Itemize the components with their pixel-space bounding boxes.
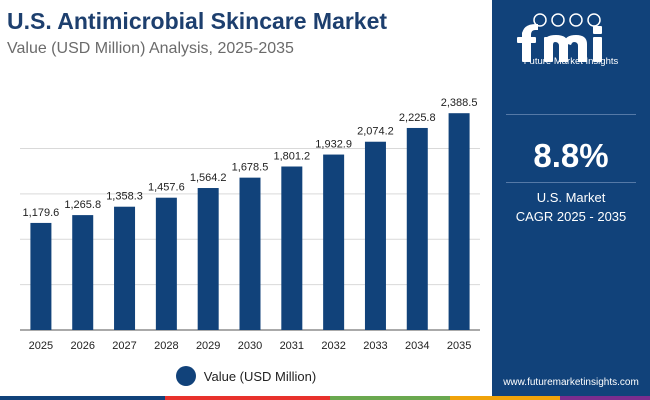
- cagr-market-label: U.S. Market: [536, 190, 606, 205]
- bar-2028: [155, 197, 177, 330]
- strip-segment-navy: [0, 396, 165, 400]
- chart-legend: Value (USD Million): [0, 366, 492, 386]
- x-tick-label-2026: 2026: [70, 340, 94, 352]
- strip-segment-orange: [450, 396, 560, 400]
- x-tick-label-2032: 2032: [321, 340, 345, 352]
- strip-segment-green: [330, 396, 450, 400]
- data-label-2028: 1,457.6: [148, 182, 185, 194]
- chart-subtitle: Value (USD Million) Analysis, 2025-2035: [7, 40, 294, 57]
- x-tick-label-2033: 2033: [363, 340, 387, 352]
- x-tick-label-2028: 2028: [154, 340, 178, 352]
- bar-chart: 1,179.6 2025 1,265.8 2026 1,358.3 2027 1,457.6…: [0, 80, 492, 400]
- x-tick-label-2030: 2030: [238, 340, 262, 352]
- x-tick-label-2025: 2025: [29, 340, 53, 352]
- bar-2025: [30, 222, 52, 330]
- website-link[interactable]: www.futuremarketinsights.com: [503, 377, 639, 388]
- legend-label: Value (USD Million): [203, 368, 317, 384]
- x-tick-label-2027: 2027: [112, 340, 136, 352]
- bar-2030: [239, 177, 261, 330]
- divider-top: [506, 114, 636, 115]
- cagr-value: 8.8%: [533, 137, 609, 174]
- logo-text: Future Market Insights: [523, 56, 619, 67]
- chart-title: U.S. Antimicrobial Skincare Market: [7, 8, 388, 34]
- data-label-2032: 1,932.9: [315, 139, 352, 151]
- bar-chart-svg: 1,179.6 2025 1,265.8 2026 1,358.3 2027 1,457.6…: [20, 97, 480, 352]
- x-tick-label-2035: 2035: [447, 340, 471, 352]
- data-label-2029: 1,564.2: [190, 172, 227, 184]
- x-tick-label-2031: 2031: [280, 340, 304, 352]
- x-tick-label-2034: 2034: [405, 340, 429, 352]
- legend-swatch: [175, 366, 196, 386]
- data-label-2031: 1,801.2: [273, 151, 310, 163]
- data-label-2027: 1,358.3: [106, 191, 143, 203]
- cagr-period-label: CAGR 2025 - 2035: [515, 209, 627, 224]
- bar-2035: [448, 113, 470, 330]
- data-label-2035: 2,388.5: [441, 97, 478, 109]
- bar-2033: [364, 141, 386, 330]
- data-label-2025: 1,179.6: [23, 207, 60, 219]
- bar-2026: [72, 215, 94, 330]
- bar-2034: [406, 127, 428, 330]
- fmi-logo: [517, 13, 602, 62]
- bar-2032: [323, 154, 345, 330]
- side-panel: Future Market Insights 8.8% U.S. Market …: [492, 0, 650, 400]
- bar-2029: [197, 188, 219, 330]
- bar-2027: [114, 206, 136, 330]
- strip-segment-purple: [560, 396, 650, 400]
- data-label-2026: 1,265.8: [64, 199, 101, 211]
- data-label-2033: 2,074.2: [357, 126, 394, 138]
- data-label-2030: 1,678.5: [232, 162, 269, 174]
- data-label-2034: 2,225.8: [399, 112, 436, 124]
- x-tick-label-2029: 2029: [196, 340, 220, 352]
- strip-segment-red: [165, 396, 330, 400]
- divider-bottom: [506, 182, 636, 183]
- bar-2031: [281, 166, 303, 330]
